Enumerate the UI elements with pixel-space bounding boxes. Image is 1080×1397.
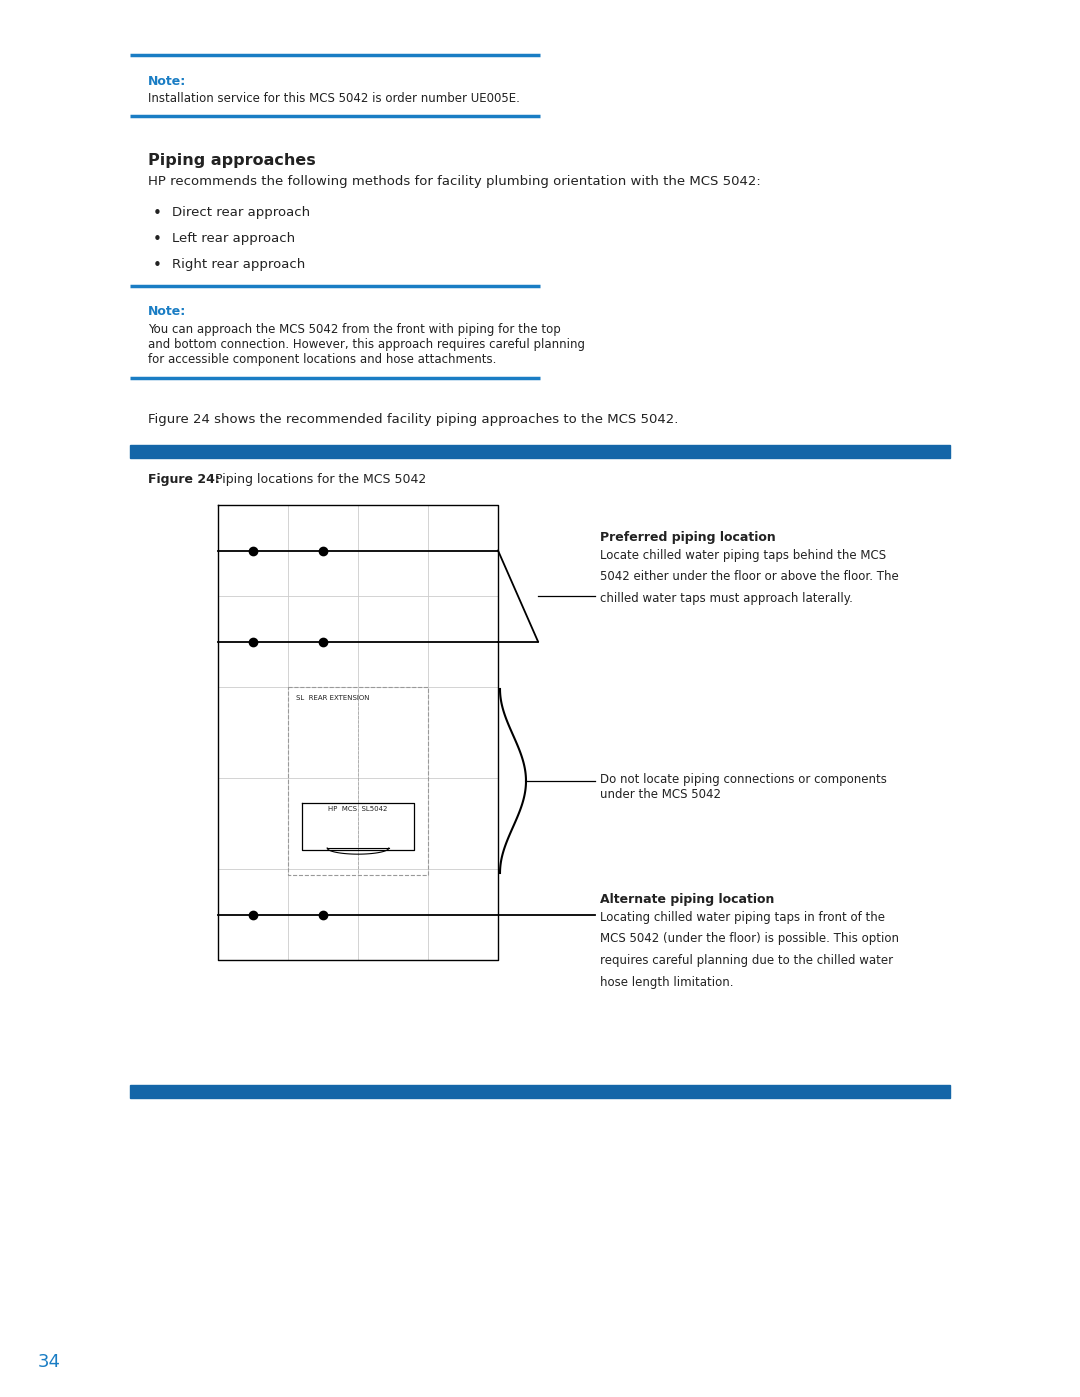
Text: •: • — [153, 258, 162, 272]
Text: MCS 5042 (under the floor) is possible. This option: MCS 5042 (under the floor) is possible. … — [600, 932, 899, 946]
Text: 5042 either under the floor or above the floor. The: 5042 either under the floor or above the… — [600, 570, 899, 583]
Text: Installation service for this MCS 5042 is order number UE005E.: Installation service for this MCS 5042 i… — [148, 92, 519, 105]
Text: requires careful planning due to the chilled water: requires careful planning due to the chi… — [600, 954, 893, 967]
Text: for accessible component locations and hose attachments.: for accessible component locations and h… — [148, 353, 497, 366]
Text: HP recommends the following methods for facility plumbing orientation with the M: HP recommends the following methods for … — [148, 175, 760, 189]
Text: Locating chilled water piping taps in front of the: Locating chilled water piping taps in fr… — [600, 911, 885, 923]
Text: Figure 24 shows the recommended facility piping approaches to the MCS 5042.: Figure 24 shows the recommended facility… — [148, 414, 678, 426]
Text: Piping approaches: Piping approaches — [148, 154, 315, 168]
Text: Note:: Note: — [148, 305, 186, 319]
Bar — [130, 446, 950, 458]
Text: hose length limitation.: hose length limitation. — [600, 975, 733, 989]
Text: Figure 24:: Figure 24: — [148, 474, 220, 486]
Text: Alternate piping location: Alternate piping location — [600, 893, 774, 905]
Text: under the MCS 5042: under the MCS 5042 — [600, 788, 721, 800]
Text: chilled water taps must approach laterally.: chilled water taps must approach lateral… — [600, 592, 853, 605]
Text: Preferred piping location: Preferred piping location — [600, 531, 775, 543]
Text: SL  REAR EXTENSION: SL REAR EXTENSION — [296, 694, 369, 701]
Text: You can approach the MCS 5042 from the front with piping for the top: You can approach the MCS 5042 from the f… — [148, 323, 561, 337]
Text: •: • — [153, 232, 162, 247]
Text: Right rear approach: Right rear approach — [172, 258, 306, 271]
Text: Locate chilled water piping taps behind the MCS: Locate chilled water piping taps behind … — [600, 549, 886, 562]
Text: Note:: Note: — [148, 75, 186, 88]
Text: •: • — [153, 205, 162, 221]
Text: and bottom connection. However, this approach requires careful planning: and bottom connection. However, this app… — [148, 338, 585, 351]
Text: Left rear approach: Left rear approach — [172, 232, 295, 244]
Text: Direct rear approach: Direct rear approach — [172, 205, 310, 219]
Text: Do not locate piping connections or components: Do not locate piping connections or comp… — [600, 773, 887, 787]
Text: 34: 34 — [38, 1354, 60, 1370]
Text: Piping locations for the MCS 5042: Piping locations for the MCS 5042 — [211, 474, 427, 486]
Text: HP  MCS  SL5042: HP MCS SL5042 — [328, 806, 388, 812]
Bar — [130, 1085, 950, 1098]
